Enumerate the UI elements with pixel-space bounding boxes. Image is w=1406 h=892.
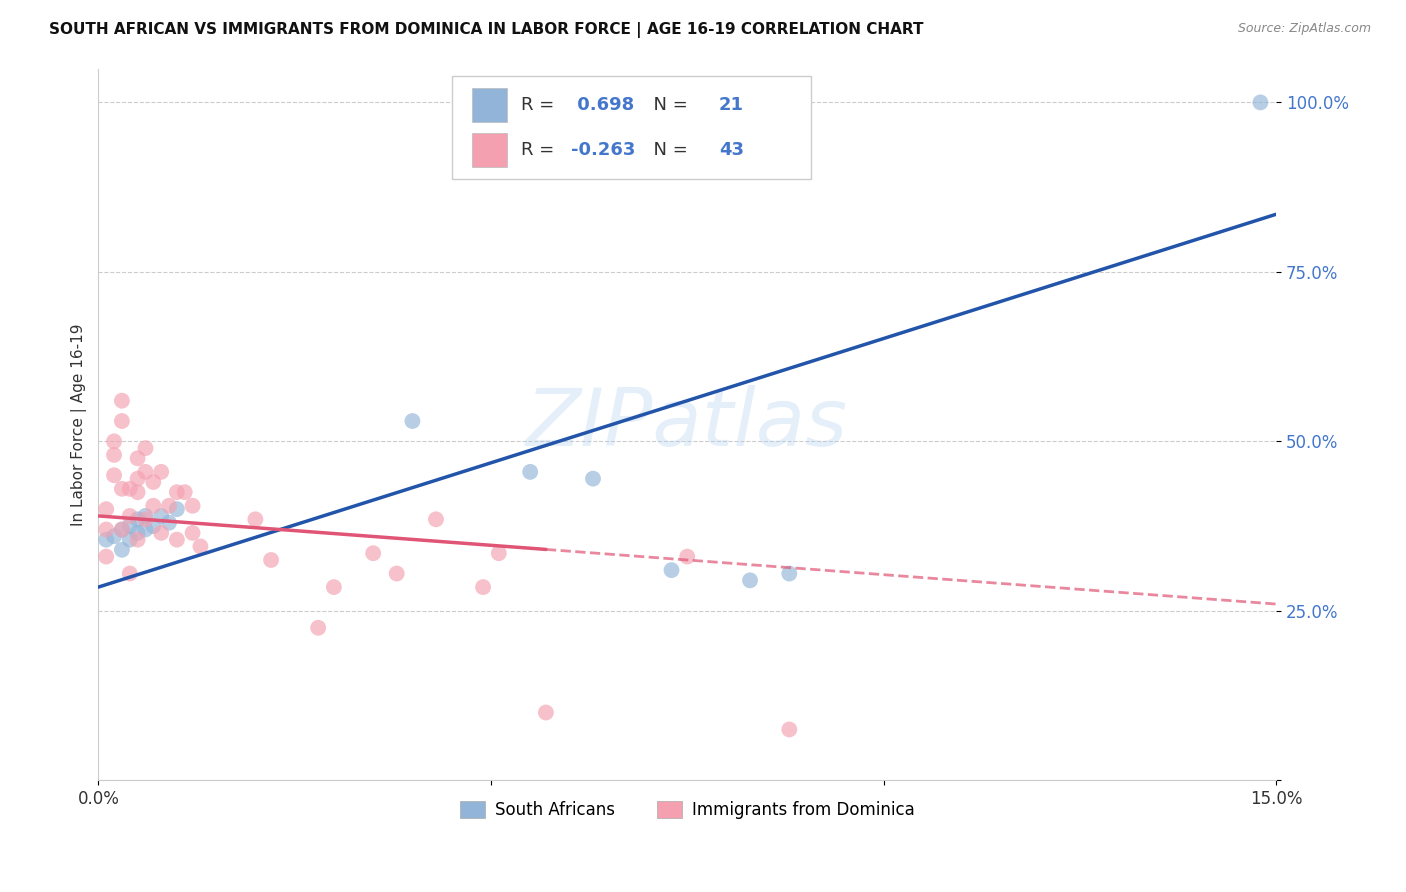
Point <box>111 523 134 537</box>
Y-axis label: In Labor Force | Age 16-19: In Labor Force | Age 16-19 <box>72 323 87 525</box>
Point <box>385 566 408 581</box>
Point <box>96 502 118 516</box>
Text: 43: 43 <box>718 141 744 159</box>
Point <box>127 485 149 500</box>
Point <box>103 468 125 483</box>
Point <box>127 451 149 466</box>
Point <box>519 465 541 479</box>
Point <box>361 546 384 560</box>
Point <box>127 533 149 547</box>
Text: 0.698: 0.698 <box>571 95 634 114</box>
Point <box>425 512 447 526</box>
Point <box>127 512 149 526</box>
FancyBboxPatch shape <box>451 76 811 178</box>
Point <box>111 482 134 496</box>
Text: SOUTH AFRICAN VS IMMIGRANTS FROM DOMINICA IN LABOR FORCE | AGE 16-19 CORRELATION: SOUTH AFRICAN VS IMMIGRANTS FROM DOMINIC… <box>49 22 924 38</box>
Point <box>150 465 173 479</box>
Point <box>111 393 134 408</box>
Point <box>173 485 195 500</box>
Point <box>676 549 699 564</box>
Point <box>118 566 141 581</box>
Point <box>111 542 134 557</box>
Point <box>96 533 118 547</box>
Point <box>134 465 156 479</box>
Point <box>166 533 188 547</box>
Point <box>260 553 283 567</box>
Point <box>157 499 180 513</box>
Point <box>103 448 125 462</box>
Point <box>118 533 141 547</box>
Point <box>142 519 165 533</box>
Point <box>582 472 605 486</box>
Point <box>488 546 510 560</box>
Text: Source: ZipAtlas.com: Source: ZipAtlas.com <box>1237 22 1371 36</box>
Point <box>150 525 173 540</box>
Point <box>118 519 141 533</box>
Point <box>157 516 180 530</box>
Point <box>307 621 329 635</box>
Point <box>134 512 156 526</box>
Text: 21: 21 <box>718 95 744 114</box>
Text: -0.263: -0.263 <box>571 141 636 159</box>
FancyBboxPatch shape <box>471 133 508 167</box>
Point <box>134 508 156 523</box>
Point <box>150 508 173 523</box>
Point <box>127 472 149 486</box>
Point <box>1249 95 1271 110</box>
Point <box>322 580 344 594</box>
Point <box>245 512 267 526</box>
Text: R =: R = <box>522 95 560 114</box>
FancyBboxPatch shape <box>471 87 508 122</box>
Point <box>778 566 800 581</box>
Point <box>181 525 204 540</box>
Point <box>96 549 118 564</box>
Point <box>661 563 683 577</box>
Point <box>142 475 165 489</box>
Point <box>166 502 188 516</box>
Point <box>166 485 188 500</box>
Text: R =: R = <box>522 141 560 159</box>
Point <box>103 529 125 543</box>
Point <box>181 499 204 513</box>
Point <box>134 523 156 537</box>
Point <box>142 499 165 513</box>
Point <box>134 441 156 455</box>
Point <box>96 523 118 537</box>
Point <box>190 540 212 554</box>
Point <box>472 580 495 594</box>
Point <box>738 574 761 588</box>
Point <box>401 414 423 428</box>
Point <box>118 482 141 496</box>
Point <box>534 706 557 720</box>
Legend: South Africans, Immigrants from Dominica: South Africans, Immigrants from Dominica <box>453 794 921 825</box>
Point <box>118 508 141 523</box>
Point <box>103 434 125 449</box>
Text: N =: N = <box>643 141 695 159</box>
Point <box>111 414 134 428</box>
Point <box>111 523 134 537</box>
Text: N =: N = <box>643 95 695 114</box>
Point <box>127 525 149 540</box>
Text: ZIPatlas: ZIPatlas <box>526 385 848 464</box>
Point <box>778 723 800 737</box>
